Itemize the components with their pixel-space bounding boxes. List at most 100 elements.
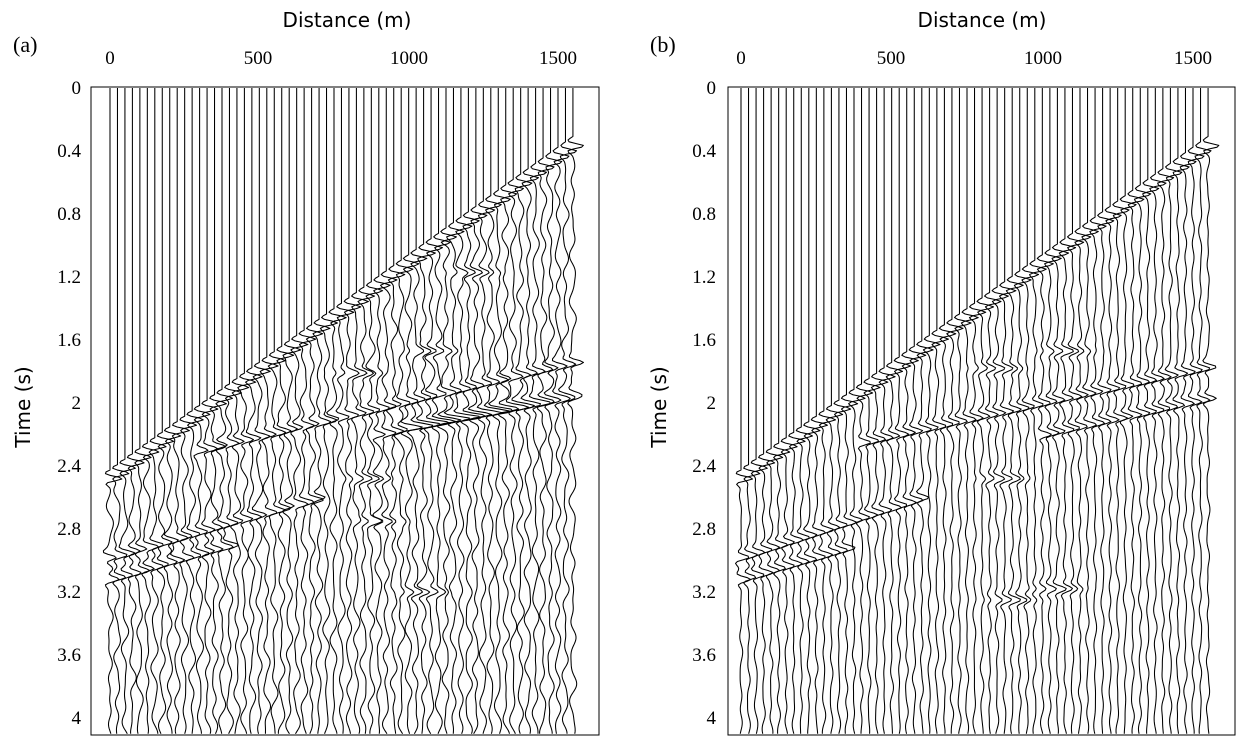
panel-b: (b) Distance (m) Time (s) 0 500 1000 150… — [647, 8, 1236, 736]
seismic-trace — [1157, 88, 1175, 734]
y-tick-label-a-3-6: 3.6 — [57, 645, 81, 666]
seismic-trace — [215, 88, 234, 734]
trace-group-b — [735, 88, 1220, 734]
seismic-trace — [1119, 88, 1137, 734]
seismic-trace — [343, 88, 362, 734]
seismic-trace — [976, 88, 995, 734]
seismic-trace — [335, 88, 355, 734]
seismic-trace — [1172, 88, 1190, 734]
seismic-trace — [1112, 88, 1130, 734]
seismic-trace — [1058, 88, 1077, 734]
seismic-trace — [863, 88, 881, 734]
y-tick-label-b-3-6: 3.6 — [692, 645, 716, 666]
seismic-trace — [436, 88, 462, 734]
seismic-trace — [765, 88, 784, 734]
seismic-trace — [126, 88, 145, 734]
seismic-trace — [497, 88, 520, 734]
seismic-trace — [1187, 88, 1205, 734]
seismic-trace — [400, 88, 423, 734]
x-tick-label-b-1500: 1500 — [1174, 48, 1212, 69]
y-tick-label-a-0-4: 0.4 — [57, 141, 81, 162]
y-tick-label-a-1-6: 1.6 — [57, 330, 81, 351]
y-tick-label-a-3-2: 3.2 — [57, 582, 81, 603]
seismic-trace — [750, 88, 768, 734]
seismic-trace — [1021, 88, 1040, 734]
seismic-trace — [251, 88, 271, 734]
seismic-trace — [735, 88, 754, 734]
y-tick-label-b-2-8: 2.8 — [692, 519, 716, 540]
seismic-trace — [536, 88, 555, 734]
seismic-trace — [312, 88, 332, 734]
seismic-trace — [237, 88, 257, 734]
seismic-trace — [319, 88, 338, 734]
seismic-trace — [870, 88, 889, 734]
seismic-trace — [245, 88, 263, 734]
seismic-trace — [1202, 88, 1220, 734]
x-tick-label-a-1500: 1500 — [539, 48, 577, 69]
seismic-trace — [326, 88, 347, 734]
seismic-trace — [908, 88, 927, 734]
seismic-trace — [102, 88, 123, 734]
seismic-trace — [825, 88, 844, 734]
seismic-trace — [222, 88, 243, 734]
seismic-trace — [780, 88, 798, 734]
seismic-trace — [476, 88, 503, 734]
seismic-trace — [267, 88, 287, 734]
seismic-trace — [259, 88, 279, 734]
seismic-trace — [1142, 88, 1160, 734]
seismic-trace — [276, 88, 295, 734]
panel-label-b: (b) — [650, 32, 676, 57]
seismic-trace — [795, 88, 813, 734]
seismic-trace — [938, 88, 957, 734]
seismic-trace — [558, 88, 578, 734]
seismic-trace — [290, 88, 309, 735]
seismic-trace — [393, 88, 414, 735]
seismic-trace — [156, 88, 175, 734]
seismic-trace — [118, 88, 136, 735]
seismic-trace — [893, 88, 912, 734]
seismic-trace — [443, 88, 470, 734]
seismic-trace — [551, 88, 571, 734]
y-tick-label-a-2-4: 2.4 — [57, 456, 81, 477]
x-tick-label-a-0: 0 — [105, 48, 115, 69]
seismic-trace — [758, 88, 776, 734]
y-tick-label-b-0-4: 0.4 — [692, 141, 716, 162]
seismic-trace — [840, 88, 859, 734]
plot-frame-a — [90, 86, 600, 736]
seismic-trace — [460, 88, 486, 734]
seismic-trace — [163, 88, 182, 734]
seismic-trace — [984, 88, 1002, 734]
y-tick-label-a-4: 4 — [72, 708, 82, 729]
seismic-trace — [281, 88, 302, 735]
seismic-trace — [298, 88, 317, 734]
seismic-trace — [901, 88, 919, 734]
seismic-trace — [185, 88, 204, 734]
y-tick-label-b-2: 2 — [707, 393, 717, 414]
seismic-trace — [431, 88, 457, 734]
seismic-trace — [134, 88, 152, 734]
seismic-trace — [743, 88, 761, 734]
seismic-trace — [179, 88, 198, 734]
y-tick-label-b-1-6: 1.6 — [692, 330, 716, 351]
seismic-trace — [305, 88, 324, 734]
seismic-trace — [885, 88, 904, 734]
seismic-trace — [916, 88, 934, 734]
seismic-trace — [1005, 88, 1024, 734]
panel-a: (a) Distance (m) Time (s) 0 500 1000 150… — [11, 8, 600, 736]
seismic-trace — [1036, 88, 1054, 734]
y-tick-label-a-1-2: 1.2 — [57, 267, 81, 288]
seismic-trace — [209, 88, 227, 734]
seismic-trace — [193, 88, 211, 734]
y-tick-label-b-1-2: 1.2 — [692, 267, 716, 288]
plot-frame-b — [727, 86, 1236, 736]
x-axis-title-a: Distance (m) — [283, 8, 412, 32]
seismic-trace — [960, 88, 979, 734]
seismic-trace — [453, 88, 481, 734]
seismic-trace — [1127, 88, 1145, 734]
seismic-trace — [1013, 88, 1032, 734]
seismic-trace — [148, 88, 167, 734]
seismic-trace — [788, 88, 806, 734]
x-tick-label-b-500: 500 — [877, 48, 906, 69]
x-tick-label-a-1000: 1000 — [390, 48, 428, 69]
